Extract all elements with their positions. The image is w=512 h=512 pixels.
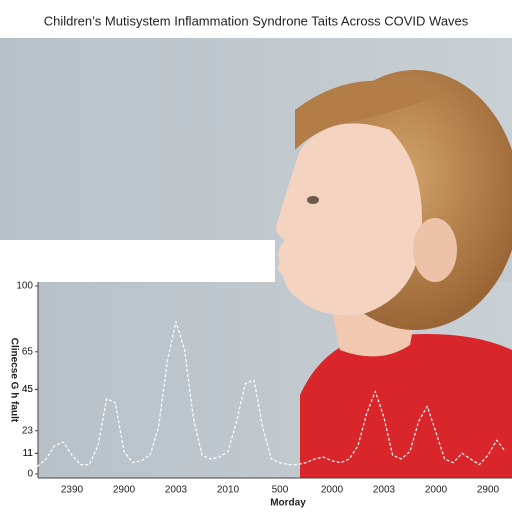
x-tick-label: 2000 (321, 485, 344, 496)
y-tick-label: 0 (27, 469, 33, 480)
y-tick-label: 23 (22, 425, 34, 436)
child-photo (276, 70, 512, 478)
x-tick-label: 2010 (217, 485, 240, 496)
y-tick-label: 45 (22, 384, 34, 395)
y-tick-label: 45 (22, 384, 34, 395)
y-axis-label: Clinecse G h fault (8, 338, 19, 423)
data-line (36, 321, 506, 467)
chart-title: Children’s Mutisystem Inflammation Syndr… (44, 13, 469, 28)
y-tick-label: 11 (23, 448, 34, 459)
x-tick-label: 2390 (61, 485, 84, 496)
y-tick-label: 11 (23, 448, 34, 459)
y-tick-label: 65 (22, 346, 34, 357)
x-tick-label: 2900 (477, 485, 500, 496)
y-tick-label: 100 (16, 281, 33, 292)
x-tick-label: 500 (272, 485, 289, 496)
x-tick-label: 2000 (425, 485, 448, 496)
x-axis-label: Morday (270, 498, 306, 509)
x-tick-label: 2900 (113, 485, 136, 496)
x-tick-label: 2003 (373, 485, 396, 496)
x-tick-label: 2003 (165, 485, 188, 496)
